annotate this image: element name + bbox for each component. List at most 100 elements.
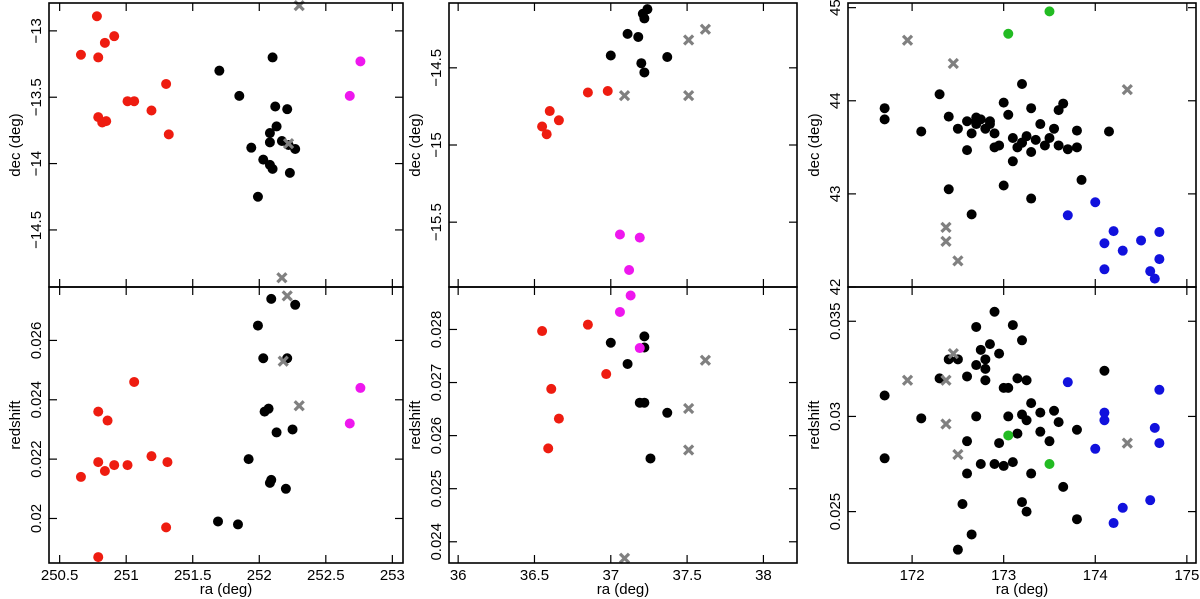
- black-point: [957, 498, 968, 509]
- grey-cross-point: [618, 89, 631, 102]
- black-point: [266, 293, 277, 304]
- x-tick-label: 38: [755, 567, 772, 584]
- y-axis-label: redshift: [407, 400, 424, 450]
- black-point: [264, 137, 275, 148]
- x-tick-label: 251: [114, 567, 139, 584]
- blue-point: [1099, 407, 1110, 418]
- green-point: [1044, 6, 1055, 17]
- blue-point: [1062, 377, 1073, 388]
- x-axis-label: ra (deg): [996, 581, 1049, 598]
- black-point: [1049, 123, 1060, 134]
- black-point: [266, 474, 277, 485]
- black-point: [934, 89, 945, 100]
- black-point: [998, 180, 1009, 191]
- black-point: [1071, 125, 1082, 136]
- black-point: [984, 116, 995, 127]
- axes-frame: [48, 286, 404, 564]
- red-point: [582, 87, 593, 98]
- blue-point: [1136, 235, 1147, 246]
- grey-cross-point: [683, 402, 695, 415]
- black-point: [1021, 415, 1032, 426]
- x-tick-label: 36: [450, 567, 467, 584]
- red-point: [93, 457, 104, 468]
- grey-cross-point: [618, 552, 631, 564]
- black-point: [1026, 103, 1037, 114]
- black-point: [962, 116, 973, 127]
- red-point: [546, 383, 557, 394]
- black-point: [246, 142, 257, 153]
- red-point: [553, 115, 564, 126]
- magenta-point: [614, 229, 625, 240]
- black-point: [1058, 481, 1069, 492]
- black-point: [1104, 126, 1114, 137]
- y-tick-label: −15: [428, 132, 445, 157]
- black-point: [971, 411, 982, 422]
- blue-point: [1154, 227, 1165, 238]
- black-point: [879, 103, 890, 114]
- x-tick-label: 36.5: [520, 567, 549, 584]
- black-point: [966, 529, 977, 540]
- y-axis-label: dec (deg): [7, 113, 24, 176]
- blue-point: [1090, 443, 1101, 454]
- black-point: [639, 397, 650, 408]
- grey-cross-point: [699, 23, 712, 35]
- black-point: [1021, 506, 1032, 517]
- black-point: [252, 191, 263, 202]
- blue-point: [1108, 518, 1119, 529]
- x-tick-label: 172: [900, 567, 925, 584]
- black-point: [234, 90, 245, 101]
- red-point: [109, 31, 120, 42]
- black-point: [267, 52, 278, 63]
- black-point: [1012, 373, 1023, 384]
- black-point: [258, 154, 269, 165]
- black-point: [989, 128, 1000, 139]
- black-point: [1021, 375, 1032, 386]
- black-point: [980, 363, 991, 374]
- y-axis-label: dec (deg): [407, 113, 424, 176]
- black-point: [971, 112, 982, 123]
- black-point: [980, 375, 991, 386]
- black-point: [636, 58, 647, 69]
- black-point: [916, 126, 927, 137]
- black-point: [971, 360, 982, 371]
- y-tick-label: 0.022: [28, 440, 45, 478]
- y-tick-label: 0.024: [428, 523, 445, 561]
- blue-point: [1154, 254, 1165, 265]
- magenta-point: [624, 265, 635, 276]
- black-point: [879, 453, 890, 464]
- red-point: [602, 85, 613, 96]
- black-point: [662, 52, 673, 63]
- black-point: [214, 65, 225, 76]
- magenta-point: [355, 56, 366, 67]
- grey-cross-point: [1121, 83, 1133, 96]
- black-point: [998, 460, 1009, 471]
- y-tick-label: 0.03: [827, 402, 844, 431]
- axes-frame: [847, 286, 1197, 564]
- y-tick-label: −14: [28, 151, 45, 176]
- black-point: [605, 337, 616, 348]
- black-point: [980, 354, 991, 365]
- blue-point: [1117, 245, 1128, 256]
- black-point: [1071, 424, 1082, 435]
- grey-cross-point: [940, 221, 952, 234]
- black-point: [994, 438, 1005, 449]
- y-tick-label: −15.5: [428, 203, 445, 241]
- magenta-point: [634, 343, 645, 354]
- red-point: [537, 121, 548, 132]
- grey-cross-point: [947, 347, 959, 360]
- black-point: [1003, 382, 1014, 393]
- black-point: [1003, 411, 1014, 422]
- black-point: [975, 344, 986, 355]
- scatter-panel-1: 250.5 251 251.5 252 252.5 253 0.02 0.022 0.024 0.…: [7, 286, 405, 598]
- scatter-panel-5: 172 173 174 175 0.025 0.03 0.035 redshift ra (de…: [806, 286, 1199, 598]
- black-point: [258, 353, 269, 364]
- black-point: [1007, 320, 1018, 331]
- red-point: [99, 37, 110, 48]
- black-point: [284, 167, 295, 178]
- y-tick-label: 0.028: [428, 311, 445, 349]
- scatter-panel-0: −13 −13.5 −14 −14.5 dec (deg): [7, 0, 404, 288]
- y-tick-label: 0.026: [28, 322, 45, 360]
- x-tick-label: 252: [247, 567, 272, 584]
- black-point: [879, 390, 890, 401]
- black-point: [287, 424, 298, 435]
